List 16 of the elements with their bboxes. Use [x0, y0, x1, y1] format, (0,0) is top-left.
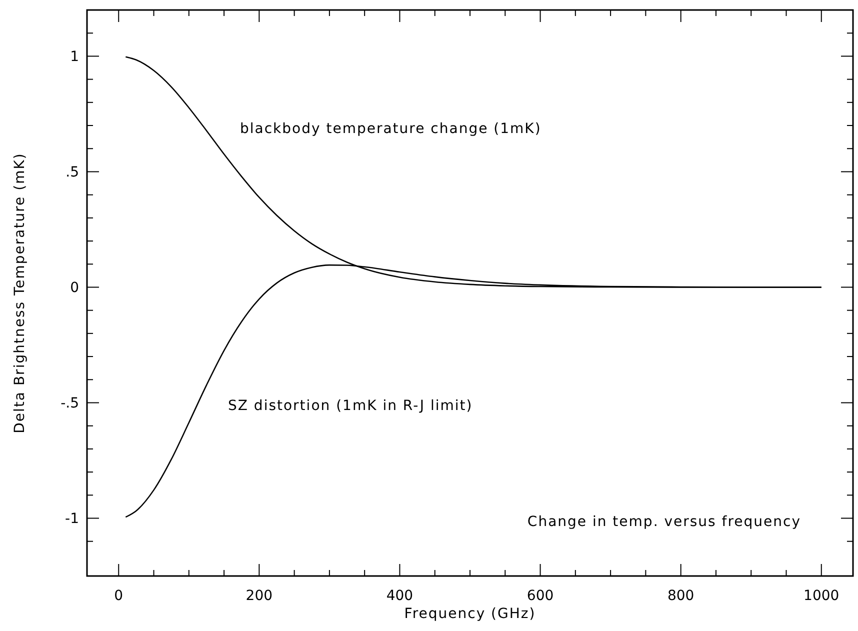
x-tick-label: 800: [667, 588, 694, 604]
series-label: blackbody temperature change (1mK): [240, 121, 542, 137]
y-tick-label: -1: [65, 511, 79, 528]
x-tick-label: 400: [386, 588, 414, 604]
x-tick-label: 200: [246, 588, 273, 604]
x-tick-label: 600: [526, 588, 554, 604]
y-tick-label: 1: [70, 49, 79, 66]
y-axis-title: Delta Brightness Temperature (mK): [12, 152, 28, 434]
y-tick-label: -.5: [60, 396, 79, 412]
series-label: SZ distortion (1mK in R-J limit): [228, 398, 473, 414]
y-tick-label: 0: [70, 280, 79, 296]
annotation: Change in temp. versus frequency: [527, 514, 801, 530]
x-tick-label: 0: [114, 588, 124, 604]
x-tick-label: 1000: [804, 588, 840, 604]
y-tick-label: .5: [66, 164, 79, 181]
x-axis-title: Frequency (GHz): [404, 606, 536, 622]
